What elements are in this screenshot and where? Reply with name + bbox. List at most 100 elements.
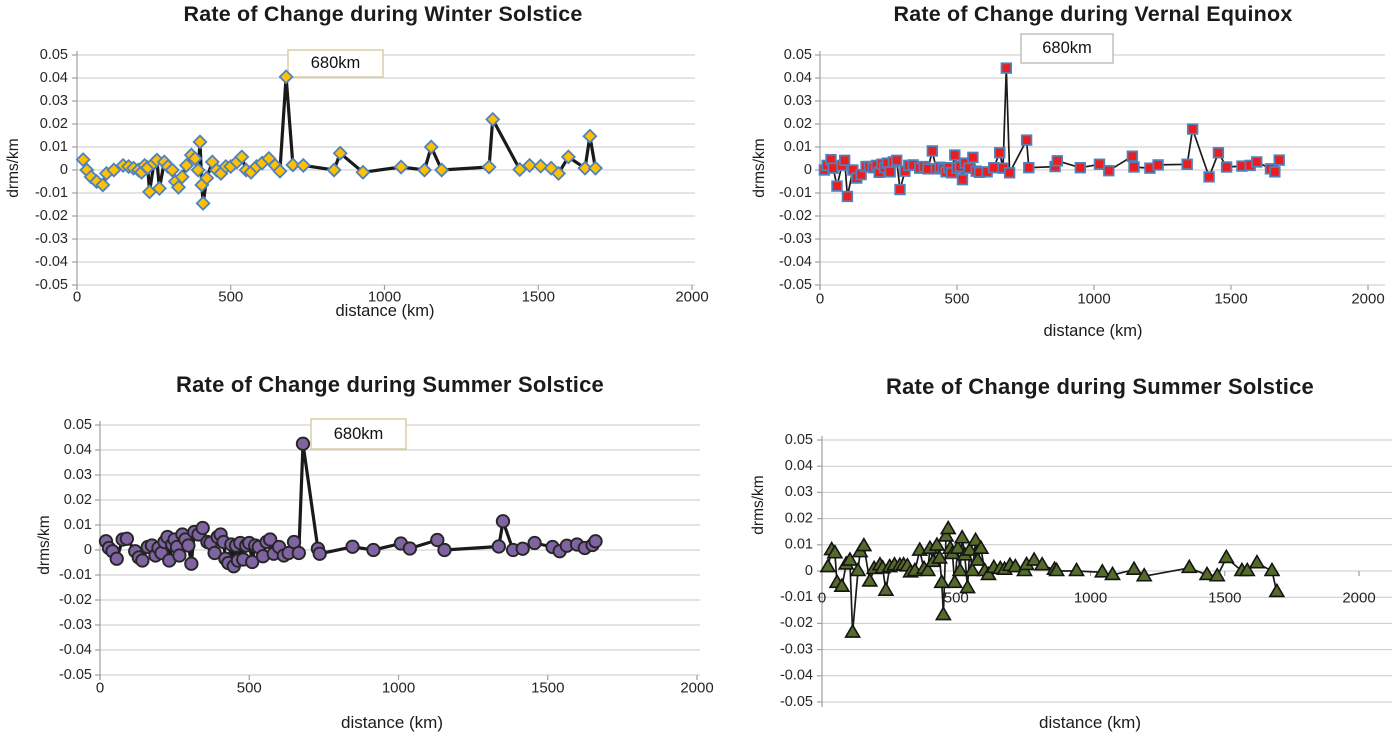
- x-tick-label: 2000: [1351, 290, 1384, 307]
- winter-plot: 0.05 0.04 0.03 0.02 0.01 0 -0.01 -0.02 -0.03 -0.0…: [35, 47, 709, 306]
- data-point: [884, 166, 896, 178]
- y-tick-label: 0.05: [784, 47, 812, 63]
- annotation-box: [287, 49, 384, 78]
- y-tick-label: -0.04: [780, 668, 813, 684]
- chart-title-vernal-equinox: Rate of Change during Vernal Equinox: [893, 2, 1293, 26]
- data-point: [1051, 155, 1063, 167]
- y-tick-label: -0.02: [35, 208, 68, 224]
- data-point: [919, 561, 937, 577]
- data-point: [1152, 159, 1164, 171]
- y-tick-label: 0.04: [64, 442, 92, 458]
- data-point: [345, 539, 360, 554]
- data-point: [560, 149, 576, 165]
- x-tick-label: 1500: [1214, 290, 1247, 307]
- y-tick-label: -0.05: [59, 667, 92, 683]
- data-point: [437, 542, 452, 558]
- data-point: [1180, 558, 1198, 574]
- y-tick-label: -0.05: [779, 277, 812, 293]
- data-point: [1103, 164, 1115, 177]
- y-tick-label: -0.04: [59, 642, 92, 658]
- data-point: [402, 541, 417, 556]
- data-point: [312, 546, 327, 561]
- data-point: [933, 573, 951, 589]
- y-tick-label: 0.03: [64, 467, 92, 483]
- y-tick-label: 0.01: [40, 139, 68, 155]
- y-tick-label: 0: [84, 542, 92, 558]
- data-point: [1273, 154, 1285, 166]
- data-point: [190, 162, 206, 178]
- data-point: [1212, 147, 1225, 159]
- data-point: [838, 154, 851, 167]
- y-tick-label: -0.04: [35, 254, 68, 270]
- data-point: [1251, 156, 1263, 168]
- data-point: [1248, 554, 1266, 569]
- data-point: [967, 151, 979, 164]
- data-point: [967, 531, 984, 547]
- data-point: [178, 157, 195, 173]
- data-point: [969, 551, 987, 566]
- x-tick-label: 1500: [1208, 589, 1241, 606]
- data-point: [1217, 548, 1235, 564]
- data-point: [234, 149, 250, 165]
- x-tick-label: 1000: [382, 679, 415, 696]
- y-tick-label: -0.02: [780, 615, 813, 631]
- chart-title-winter-solstice: Rate of Change during Winter Solstice: [183, 2, 583, 26]
- data-point: [522, 157, 538, 173]
- y-tick-label: 0.04: [785, 458, 813, 474]
- data-point: [326, 162, 342, 178]
- data-point: [841, 551, 859, 566]
- x-tick-label: 1000: [1077, 290, 1110, 307]
- data-point: [963, 561, 981, 577]
- data-point: [826, 544, 844, 559]
- data-point: [295, 436, 311, 451]
- data-point: [894, 183, 906, 196]
- data-point: [831, 180, 843, 192]
- data-point: [1074, 161, 1087, 174]
- y-tick-label: -0.04: [779, 254, 812, 270]
- data-point: [512, 161, 528, 178]
- y-tick-label: 0: [804, 162, 812, 178]
- x-tick-label: 2000: [675, 288, 708, 305]
- y-tick-label: 0.02: [40, 116, 68, 132]
- y-tick-label: 0.05: [64, 417, 92, 433]
- data-point: [184, 556, 199, 571]
- data-point: [119, 531, 135, 546]
- x-tick-label: 1000: [1074, 589, 1107, 606]
- x-axis-label-vernal: distance (km): [1043, 322, 1143, 340]
- x-tick-label: 500: [237, 679, 262, 696]
- data-point: [956, 173, 969, 186]
- data-point: [295, 157, 311, 173]
- data-point: [994, 147, 1006, 159]
- data-point: [527, 535, 542, 551]
- data-point: [355, 164, 371, 180]
- data-point: [959, 578, 976, 594]
- data-point: [953, 529, 971, 544]
- data-point: [1000, 62, 1013, 74]
- x-tick-label: 0: [818, 589, 826, 606]
- data-point: [1033, 556, 1051, 571]
- x-tick-label: 1500: [531, 679, 564, 696]
- vernal-plot: 0.05 0.04 0.03 0.02 0.01 0 -0.01 -0.02 -0.03 -0.0…: [779, 33, 1385, 307]
- y-tick-label: -0.01: [779, 185, 812, 201]
- data-point: [849, 561, 867, 577]
- summer-circles-plot: 0.05 0.04 0.03 0.02 0.01 0 -0.01 -0.02 -0.03 -0.0…: [59, 417, 714, 697]
- data-point: [587, 160, 604, 176]
- data-point: [262, 532, 278, 547]
- x-axis-label-winter: distance (km): [335, 302, 435, 320]
- y-tick-label: -0.03: [779, 231, 812, 247]
- y-tick-label: -0.05: [780, 694, 813, 710]
- annotation-box: [310, 418, 407, 450]
- data-point: [844, 623, 862, 638]
- x-tick-label: 500: [944, 589, 969, 606]
- y-tick-label: 0.01: [64, 517, 92, 533]
- data-point: [833, 577, 851, 593]
- data-point: [181, 538, 196, 553]
- data-point: [1126, 150, 1139, 162]
- y-tick-label: -0.02: [779, 208, 812, 224]
- data-point: [1093, 158, 1106, 170]
- data-point: [949, 539, 967, 555]
- data-point: [151, 180, 167, 196]
- data-point: [550, 165, 567, 182]
- x-tick-label: 2000: [680, 679, 713, 696]
